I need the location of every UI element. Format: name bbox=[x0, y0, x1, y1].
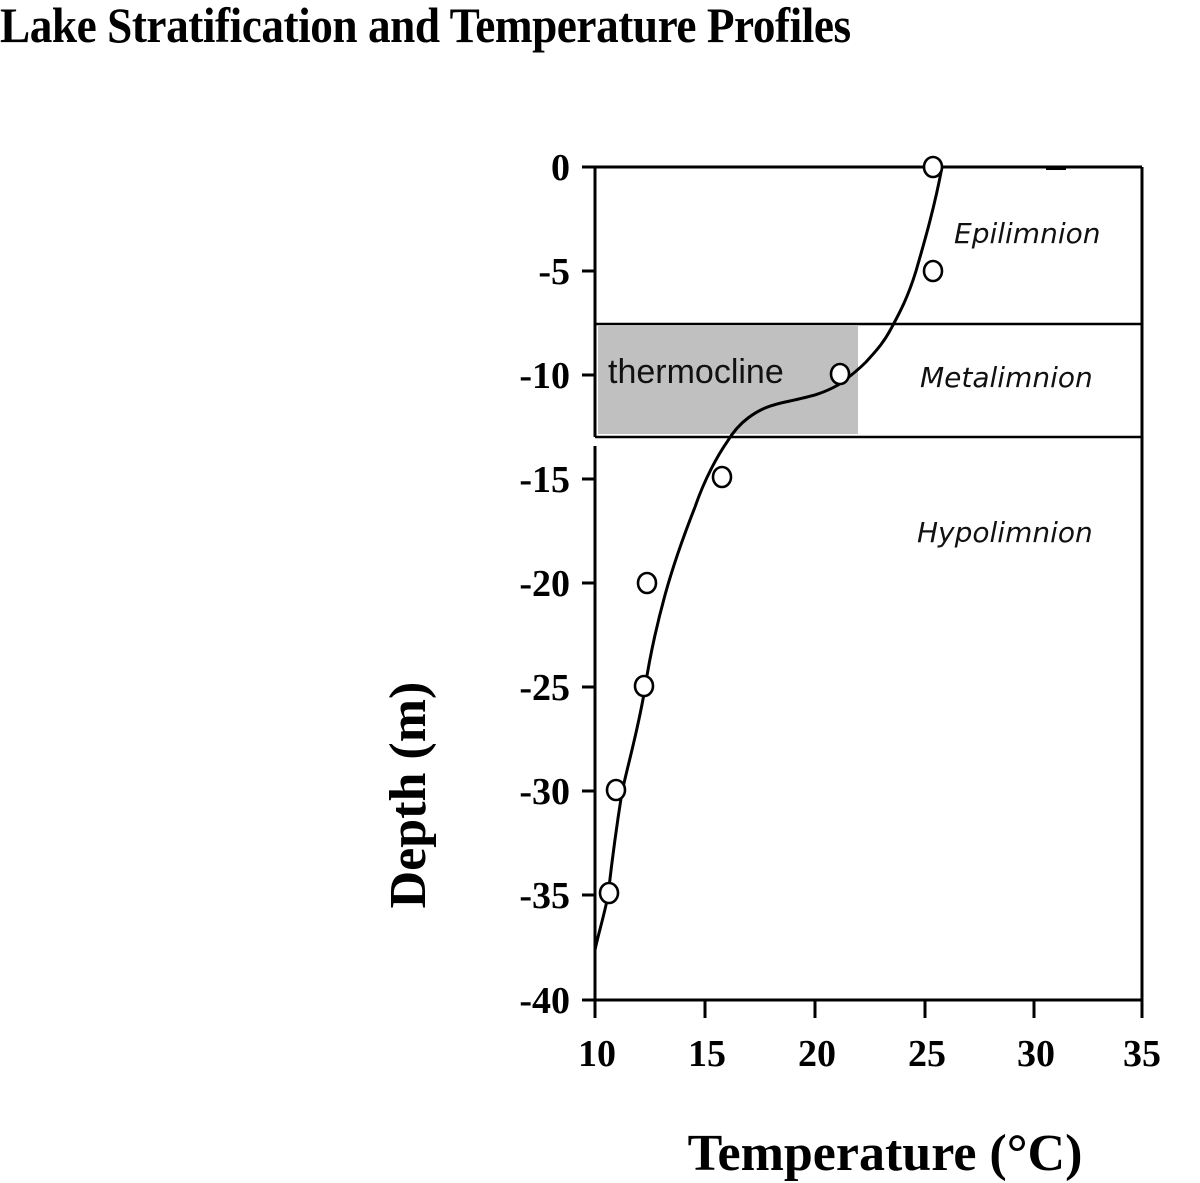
data-point bbox=[605, 778, 627, 802]
y-tick-label: -15 bbox=[519, 459, 570, 501]
data-point bbox=[829, 362, 851, 386]
data-point bbox=[636, 571, 658, 595]
y-axis-tick-labels: 0 -5 -10 -15 -20 -25 -30 -35 -40 bbox=[519, 147, 570, 1022]
temperature-profile-curve bbox=[593, 166, 944, 951]
y-tick-label: -10 bbox=[519, 355, 570, 397]
y-tick-label: -20 bbox=[519, 563, 570, 605]
x-axis-tick-labels: 10 15 20 25 30 35 bbox=[578, 1033, 1161, 1075]
x-axis-ticks bbox=[593, 1000, 1144, 1018]
chart-title: Lake Stratification and Temperature Prof… bbox=[0, 0, 851, 53]
y-tick-label: -30 bbox=[519, 771, 570, 813]
y-tick-label: -40 bbox=[519, 980, 570, 1022]
plot-frame bbox=[593, 165, 1144, 1002]
data-point bbox=[922, 259, 944, 283]
data-point bbox=[711, 465, 733, 489]
x-axis-title: Temperature (°C) bbox=[688, 1125, 1083, 1182]
y-tick-label: -35 bbox=[519, 875, 570, 917]
y-axis-title: Depth (m) bbox=[380, 682, 437, 909]
x-tick-label: 25 bbox=[908, 1033, 946, 1075]
metalimnion-label: Metalimnion bbox=[920, 361, 1093, 394]
hypolimnion-label: Hypolimnion bbox=[917, 516, 1093, 549]
thermocline-label: thermocline bbox=[608, 353, 784, 391]
y-axis-ticks bbox=[582, 165, 595, 1002]
data-point bbox=[598, 881, 620, 905]
data-points bbox=[598, 155, 944, 905]
y-tick-label: -5 bbox=[538, 251, 570, 293]
data-point bbox=[633, 674, 655, 698]
x-tick-label: 10 bbox=[578, 1033, 616, 1075]
x-tick-label: 30 bbox=[1017, 1033, 1055, 1075]
thermocline-region bbox=[598, 326, 858, 434]
x-tick-label: 35 bbox=[1123, 1033, 1161, 1075]
y-tick-label: 0 bbox=[551, 147, 570, 189]
y-tick-label: -25 bbox=[519, 667, 570, 709]
x-tick-label: 15 bbox=[688, 1033, 726, 1075]
epilimnion-label: Epilimnion bbox=[954, 217, 1100, 250]
data-point bbox=[922, 155, 944, 179]
artifact-mark bbox=[1046, 166, 1066, 170]
x-tick-label: 20 bbox=[798, 1033, 836, 1075]
